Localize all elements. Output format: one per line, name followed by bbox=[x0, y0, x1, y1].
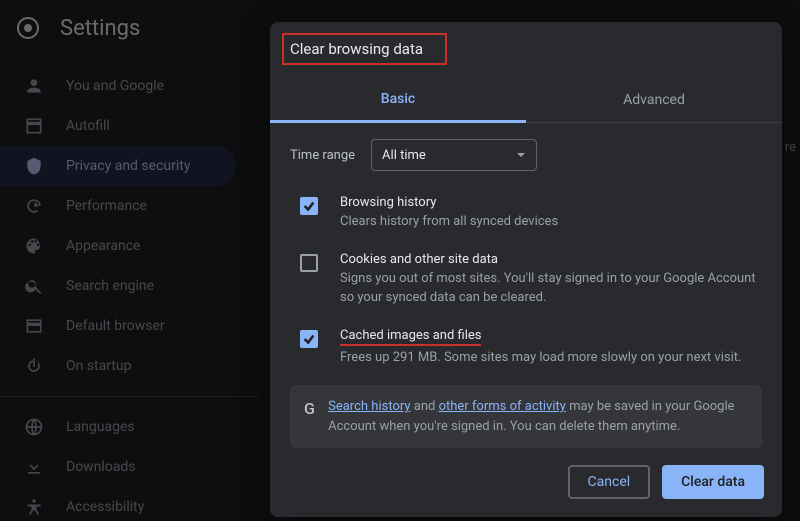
google-g-icon: G bbox=[304, 399, 316, 436]
sidebar-item-label: You and Google bbox=[66, 78, 164, 94]
checkbox-cache[interactable] bbox=[300, 330, 318, 348]
sidebar-item-downloads[interactable]: Downloads bbox=[0, 447, 236, 487]
chrome-icon bbox=[16, 16, 40, 40]
info-text: Search history and other forms of activi… bbox=[328, 397, 748, 436]
search-icon bbox=[24, 276, 44, 296]
person-icon bbox=[24, 76, 44, 96]
time-range-label: Time range bbox=[290, 148, 355, 163]
link-search-history[interactable]: Search history bbox=[328, 399, 410, 414]
dialog-title: Clear browsing data bbox=[282, 33, 447, 65]
dialog-body: Time range All time Browsing history Cle… bbox=[270, 123, 782, 451]
option-title: Cookies and other site data bbox=[340, 252, 762, 267]
chevron-down-icon bbox=[516, 150, 526, 160]
option-desc: Frees up 291 MB. Some sites may load mor… bbox=[340, 348, 741, 368]
option-browsing-history[interactable]: Browsing history Clears history from all… bbox=[290, 189, 762, 246]
clear-browsing-data-dialog: Clear browsing data Basic Advanced Time … bbox=[270, 22, 782, 517]
google-info-box: G Search history and other forms of acti… bbox=[290, 385, 762, 448]
time-range-row: Time range All time bbox=[290, 139, 762, 171]
sidebar-divider bbox=[0, 396, 258, 397]
sidebar-item-label: On startup bbox=[66, 358, 132, 374]
sidebar-item-accessibility[interactable]: Accessibility bbox=[0, 487, 236, 521]
tab-advanced[interactable]: Advanced bbox=[526, 77, 782, 123]
dialog-footer: Cancel Clear data bbox=[270, 451, 782, 517]
sidebar-item-you-and-google[interactable]: You and Google bbox=[0, 66, 236, 106]
option-cookies[interactable]: Cookies and other site data Signs you ou… bbox=[290, 246, 762, 322]
dialog-title-row: Clear browsing data bbox=[270, 22, 782, 77]
sidebar-item-label: Appearance bbox=[66, 238, 140, 254]
sidebar-item-label: Accessibility bbox=[66, 499, 144, 515]
sidebar-item-privacy[interactable]: Privacy and security bbox=[0, 146, 236, 186]
sidebar-item-search-engine[interactable]: Search engine bbox=[0, 266, 236, 306]
sidebar-item-performance[interactable]: Performance bbox=[0, 186, 236, 226]
download-icon bbox=[24, 457, 44, 477]
browser-icon bbox=[24, 316, 44, 336]
shield-icon bbox=[24, 156, 44, 176]
sidebar-item-label: Languages bbox=[66, 419, 135, 435]
autofill-icon bbox=[24, 116, 44, 136]
sidebar-item-appearance[interactable]: Appearance bbox=[0, 226, 236, 266]
sidebar-item-on-startup[interactable]: On startup bbox=[0, 346, 236, 386]
background-fragment: re bbox=[785, 140, 796, 155]
checkbox-history[interactable] bbox=[300, 197, 318, 215]
tab-basic[interactable]: Basic bbox=[270, 77, 526, 123]
palette-icon bbox=[24, 236, 44, 256]
sidebar-item-label: Search engine bbox=[66, 278, 154, 294]
accessibility-icon bbox=[24, 497, 44, 517]
sidebar-item-label: Downloads bbox=[66, 459, 136, 475]
power-icon bbox=[24, 356, 44, 376]
link-other-activity[interactable]: other forms of activity bbox=[439, 399, 566, 414]
option-title: Browsing history bbox=[340, 195, 558, 210]
time-range-select[interactable]: All time bbox=[371, 139, 537, 171]
sidebar-item-label: Performance bbox=[66, 198, 147, 214]
speed-icon bbox=[24, 196, 44, 216]
option-desc: Signs you out of most sites. You'll stay… bbox=[340, 269, 762, 308]
sidebar-item-autofill[interactable]: Autofill bbox=[0, 106, 236, 146]
sidebar-item-label: Autofill bbox=[66, 118, 110, 134]
sidebar-item-label: Default browser bbox=[66, 318, 165, 334]
time-range-value: All time bbox=[382, 148, 426, 163]
sidebar: You and Google Autofill Privacy and secu… bbox=[0, 56, 258, 521]
sidebar-item-default-browser[interactable]: Default browser bbox=[0, 306, 236, 346]
globe-icon bbox=[24, 417, 44, 437]
cancel-button[interactable]: Cancel bbox=[568, 465, 651, 499]
checkbox-cookies[interactable] bbox=[300, 254, 318, 272]
option-cache[interactable]: Cached images and files Frees up 291 MB.… bbox=[290, 322, 762, 382]
option-title: Cached images and files bbox=[340, 328, 481, 346]
settings-title: Settings bbox=[60, 16, 140, 41]
dialog-tabs: Basic Advanced bbox=[270, 77, 782, 123]
sidebar-item-languages[interactable]: Languages bbox=[0, 407, 236, 447]
sidebar-item-label: Privacy and security bbox=[66, 158, 190, 174]
option-desc: Clears history from all synced devices bbox=[340, 212, 558, 232]
clear-data-button[interactable]: Clear data bbox=[662, 465, 764, 499]
